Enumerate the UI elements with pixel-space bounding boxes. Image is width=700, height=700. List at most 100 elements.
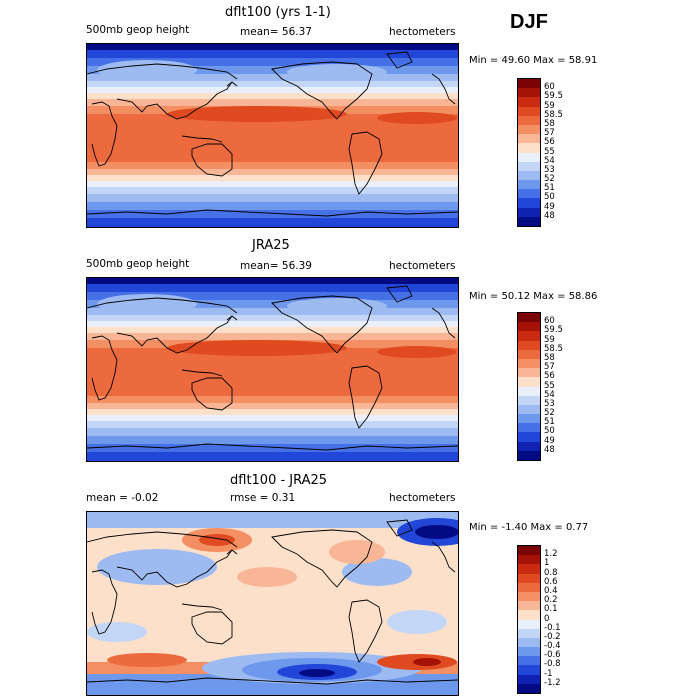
- colorbar-tick-label: 48: [544, 210, 555, 221]
- colorbar-swatch: [518, 619, 540, 629]
- panel-2-minmax: Min = 50.12 Max = 58.86: [469, 291, 598, 302]
- colorbar-swatch: [518, 340, 540, 350]
- panel-3-map-svg: [87, 512, 458, 695]
- panel-1-map: [86, 43, 459, 228]
- colorbar-swatch: [518, 656, 540, 666]
- colorbar-tick-label: 59.5: [544, 91, 563, 102]
- panel-1-minmax: Min = 49.60 Max = 58.91: [469, 55, 598, 66]
- colorbar-tick-label: 59: [544, 100, 555, 111]
- colorbar-swatch: [518, 637, 540, 648]
- colorbar-tick-label: 54: [544, 389, 555, 400]
- colorbar-swatch: [518, 546, 540, 556]
- colorbar-swatch: [518, 450, 540, 460]
- colorbar-swatch: [518, 115, 540, 125]
- colorbar-swatch: [518, 331, 540, 341]
- panel-2-mean-label: mean= 56.39: [240, 260, 312, 272]
- panel-2-units: hectometers: [389, 260, 456, 272]
- colorbar-swatch: [518, 386, 540, 396]
- panel-3-map: [86, 511, 459, 696]
- colorbar-swatch: [518, 628, 540, 638]
- colorbar-tick-label: 1.2: [544, 549, 558, 560]
- colorbar-swatch: [518, 189, 540, 199]
- panel-2-title: JRA25: [252, 238, 290, 253]
- colorbar-tick-label: 51: [544, 183, 555, 194]
- colorbar-swatch: [518, 665, 540, 675]
- colorbar-swatch: [518, 432, 540, 442]
- panel-2-colorbar: [517, 312, 541, 461]
- colorbar-tick-label: 55: [544, 380, 555, 391]
- colorbar-tick-label: 52: [544, 408, 555, 419]
- colorbar-swatch: [518, 423, 540, 433]
- colorbar-swatch: [518, 134, 540, 144]
- colorbar-swatch: [518, 180, 540, 190]
- colorbar-tick-label: 0.2: [544, 595, 558, 606]
- colorbar-swatch: [518, 207, 540, 217]
- colorbar-swatch: [518, 106, 540, 116]
- colorbar-swatch: [518, 441, 540, 451]
- panel-3-rmse-label: rmse = 0.31: [230, 492, 296, 504]
- colorbar-tick-label: 58.5: [544, 109, 563, 120]
- panel-3-colorbar: [517, 545, 541, 694]
- colorbar-tick-label: 56: [544, 137, 555, 148]
- colorbar-swatch: [518, 313, 540, 323]
- colorbar-tick-label: -1: [544, 668, 553, 679]
- colorbar-tick-label: 58.5: [544, 343, 563, 354]
- colorbar-swatch: [518, 97, 540, 107]
- colorbar-swatch: [518, 404, 540, 415]
- colorbar-swatch: [518, 377, 540, 387]
- colorbar-tick-label: -0.8: [544, 659, 561, 670]
- colorbar-tick-label: 49: [544, 435, 555, 446]
- colorbar-swatch: [518, 674, 540, 684]
- colorbar-swatch: [518, 161, 540, 171]
- colorbar-swatch: [518, 555, 540, 565]
- colorbar-swatch: [518, 143, 540, 153]
- panel-3-units: hectometers: [389, 492, 456, 504]
- panel-1-colorbar: [517, 78, 541, 227]
- panel-2-map: [86, 277, 459, 462]
- colorbar-swatch: [518, 582, 540, 592]
- colorbar-tick-label: 51: [544, 417, 555, 428]
- colorbar-swatch: [518, 322, 540, 332]
- colorbar-tick-label: 0: [544, 613, 550, 624]
- colorbar-tick-label: 57: [544, 128, 555, 139]
- colorbar-tick-label: 54: [544, 155, 555, 166]
- panel-2-left-label: 500mb geop height: [86, 258, 190, 270]
- panel-1-mean-label: mean= 56.37: [240, 26, 312, 38]
- colorbar-tick-label: 52: [544, 174, 555, 185]
- panel-1-units: hectometers: [389, 26, 456, 38]
- colorbar-swatch: [518, 414, 540, 424]
- colorbar-tick-label: 0.8: [544, 567, 558, 578]
- colorbar-tick-label: 50: [544, 192, 555, 203]
- panel-3-title: dflt100 - JRA25: [230, 473, 328, 488]
- colorbar-swatch: [518, 368, 540, 378]
- panel-1-map-svg: [87, 44, 458, 227]
- colorbar-swatch: [518, 124, 540, 135]
- colorbar-tick-label: 48: [544, 444, 555, 455]
- colorbar-tick-label: 57: [544, 362, 555, 373]
- colorbar-tick-label: 49: [544, 201, 555, 212]
- colorbar-tick-label: 50: [544, 426, 555, 437]
- colorbar-swatch: [518, 216, 540, 226]
- colorbar-tick-label: 59: [544, 334, 555, 345]
- season-label: DJF: [510, 11, 548, 33]
- colorbar-tick-label: 60: [544, 82, 555, 93]
- panel-1-left-label: 500mb geop height: [86, 24, 190, 36]
- colorbar-swatch: [518, 88, 540, 98]
- colorbar-tick-label: 53: [544, 164, 555, 175]
- colorbar-swatch: [518, 564, 540, 574]
- colorbar-swatch: [518, 610, 540, 620]
- colorbar-tick-label: 1: [544, 558, 550, 569]
- colorbar-swatch: [518, 591, 540, 602]
- colorbar-tick-label: 58: [544, 118, 555, 129]
- colorbar-tick-label: 60: [544, 316, 555, 327]
- colorbar-tick-label: -0.2: [544, 631, 561, 642]
- colorbar-tick-label: 53: [544, 398, 555, 409]
- colorbar-tick-label: -1.2: [544, 677, 561, 688]
- panel-3-minmax: Min = -1.40 Max = 0.77: [469, 522, 589, 533]
- colorbar-swatch: [518, 395, 540, 405]
- colorbar-tick-label: 0.4: [544, 585, 558, 596]
- colorbar-tick-label: -0.4: [544, 641, 561, 652]
- colorbar-tick-label: -0.6: [544, 650, 561, 661]
- colorbar-swatch: [518, 198, 540, 208]
- colorbar-swatch: [518, 170, 540, 181]
